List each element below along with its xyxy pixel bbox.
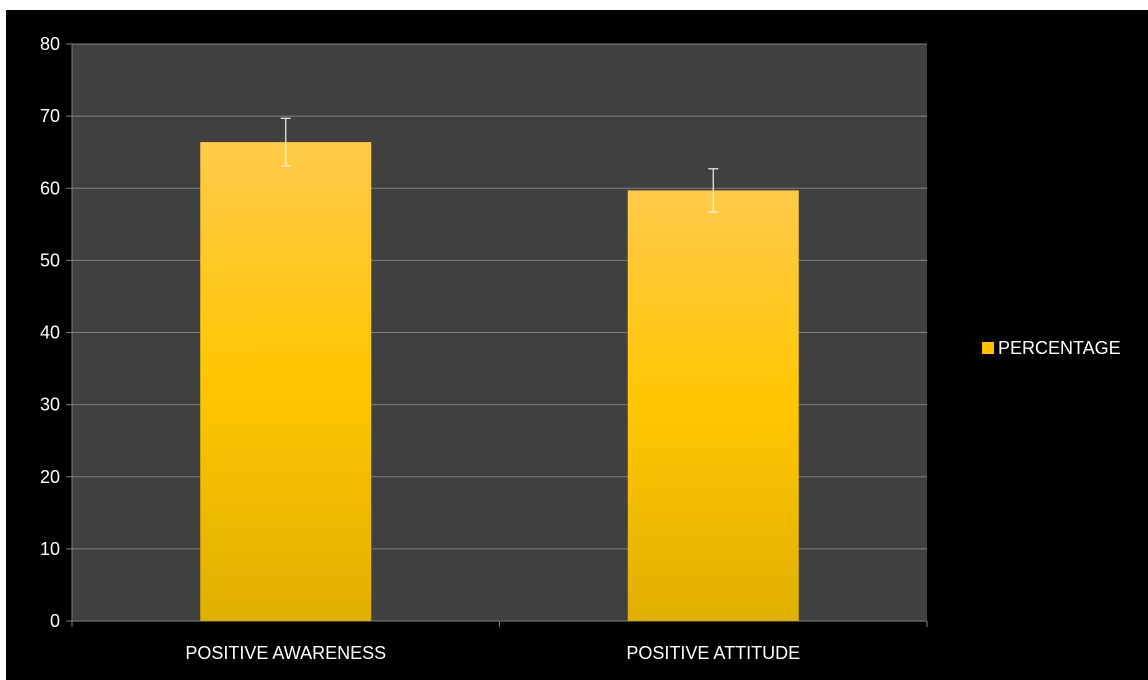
legend-swatch (982, 342, 994, 354)
bar-chart: 0 10 20 30 40 50 60 70 80 POSITIVE AWARENESS POSIT… (40, 34, 1121, 663)
y-tick-label: 0 (50, 611, 60, 631)
bar (200, 142, 372, 621)
axes: 0 10 20 30 40 50 60 70 80 POSITIVE AWARENESS POSIT… (40, 34, 928, 663)
y-tick-label: 50 (40, 250, 60, 270)
y-tick-label: 80 (40, 34, 60, 54)
y-tick-label: 60 (40, 178, 60, 198)
y-tick-label: 40 (40, 323, 60, 343)
legend-label: PERCENTAGE (998, 338, 1121, 358)
y-tick-label: 70 (40, 106, 60, 126)
y-tick-label: 10 (40, 539, 60, 559)
bars (200, 117, 799, 621)
y-tick-label: 30 (40, 395, 60, 415)
bar (627, 190, 799, 621)
y-tick-label: 20 (40, 467, 60, 487)
x-category-label: POSITIVE AWARENESS (185, 643, 386, 663)
chart-frame: 0 10 20 30 40 50 60 70 80 POSITIVE AWARENESS POSIT… (6, 10, 1148, 680)
legend: PERCENTAGE (982, 338, 1121, 358)
x-category-label: POSITIVE ATTITUDE (626, 643, 800, 663)
